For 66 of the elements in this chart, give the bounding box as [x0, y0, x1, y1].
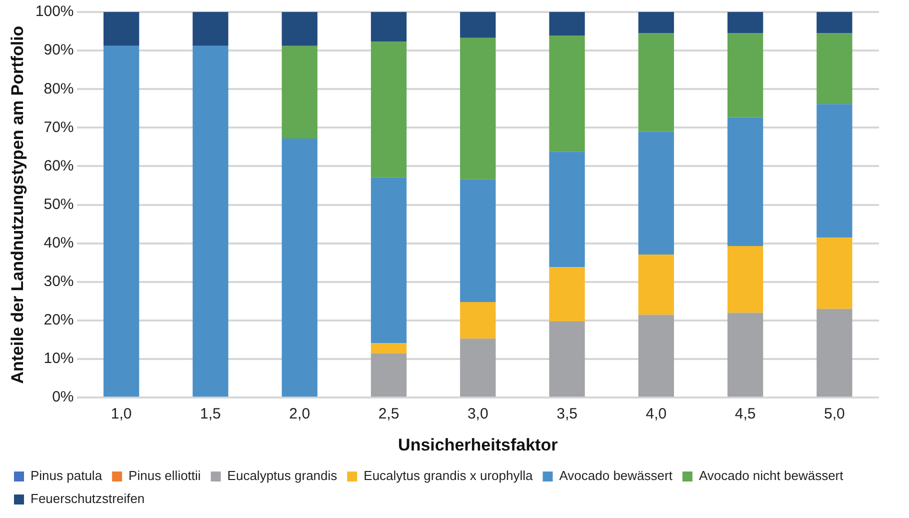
x-tick-label: 2,5 [378, 406, 400, 423]
bar [816, 104, 852, 238]
x-tick-label: 5,0 [824, 406, 845, 423]
bar [370, 42, 407, 178]
legend-label: Feuerschutzstreifen [30, 491, 145, 506]
y-tick-label: 50% [44, 196, 74, 213]
x-tick-label: 3,5 [556, 406, 578, 423]
bar [370, 353, 407, 397]
bar [460, 338, 496, 397]
y-tick-label: 80% [44, 80, 74, 98]
legend-label: Pinus patula [30, 468, 103, 484]
bar [816, 33, 852, 104]
bar [282, 138, 318, 397]
bar [638, 254, 674, 315]
y-axis-title: Anteile der Landnutzungstypen am Portfolio [8, 26, 27, 384]
bar [638, 314, 674, 397]
bar [549, 36, 585, 152]
bar [727, 312, 764, 397]
y-tick-label: 90% [44, 42, 74, 59]
bar [727, 33, 764, 118]
y-tick-label: 10% [44, 350, 74, 368]
x-tick-label: 1,0 [110, 406, 132, 423]
bar [549, 321, 585, 397]
y-tick-label: 20% [44, 312, 74, 329]
bar [727, 246, 764, 313]
y-tick-label: 100% [35, 3, 74, 20]
bar [460, 38, 496, 180]
bar [727, 117, 764, 246]
legend-label: Pinus elliottii [128, 468, 201, 484]
y-tick-label: 40% [44, 234, 74, 252]
x-tick-label: 2,0 [289, 406, 310, 423]
bar [282, 46, 318, 138]
bar [816, 12, 852, 34]
x-tick-label: 3,0 [467, 406, 488, 423]
bar [638, 33, 674, 132]
bar [370, 12, 407, 42]
y-tick-label: 70% [44, 118, 74, 136]
x-tick-label: 4,5 [734, 406, 756, 423]
bar [460, 179, 496, 302]
bar [192, 46, 228, 397]
x-axis-title: Unsicherheitsfaktor [398, 435, 558, 454]
x-tick-label: 4,0 [646, 406, 667, 423]
y-tick-label: 60% [44, 157, 74, 174]
bar [460, 302, 496, 339]
bar [816, 238, 852, 309]
legend-label: Eucalytus grandis x urophylla [364, 468, 534, 484]
y-tick-label: 30% [44, 273, 74, 290]
bar [638, 12, 674, 34]
bar [104, 12, 140, 46]
bar [104, 46, 140, 397]
bar [638, 132, 674, 255]
bar [549, 152, 585, 268]
bar [549, 267, 585, 322]
legend-label: Avocado nicht bewässert [698, 468, 844, 484]
bar [370, 177, 407, 344]
bar [549, 12, 585, 36]
bar [816, 308, 852, 397]
bar [460, 12, 496, 38]
y-tick-label: 0% [52, 388, 74, 406]
legend-label: Avocado bewässert [559, 468, 673, 484]
x-tick-label: 1,5 [200, 406, 221, 423]
bar [370, 343, 407, 354]
bar [282, 12, 318, 46]
bar [727, 12, 764, 34]
legend-label: Eucalyptus grandis [227, 468, 338, 484]
bar [192, 12, 228, 46]
